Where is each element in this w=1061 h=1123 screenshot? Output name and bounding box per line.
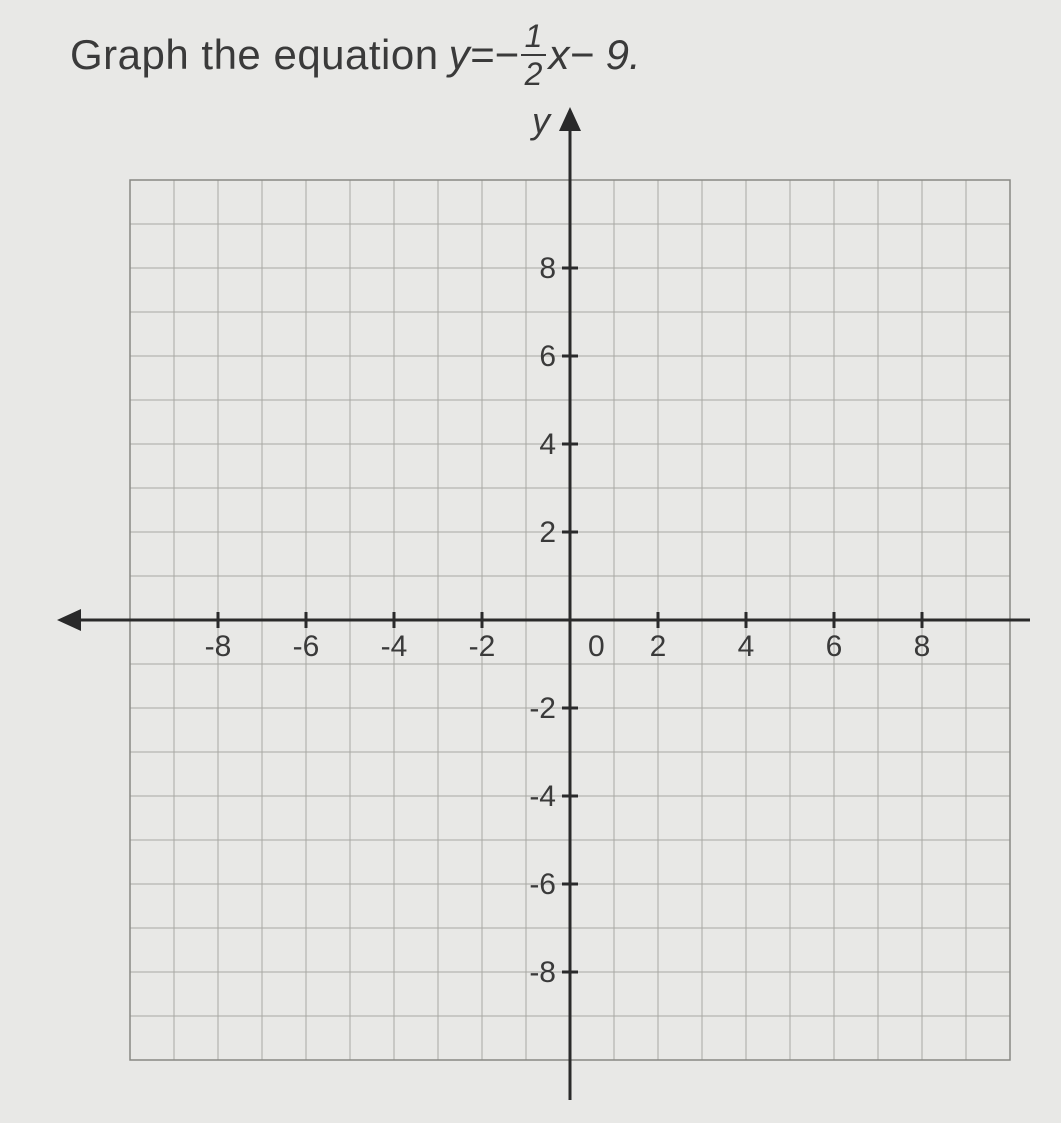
negative-sign: − [494,31,519,79]
denominator: 2 [525,56,543,90]
svg-text:8: 8 [539,252,556,285]
svg-text:0: 0 [588,630,605,663]
numerator: 1 [521,20,547,56]
svg-text:-6: -6 [529,868,556,901]
title-prefix: Graph the equation [70,31,439,79]
equation: y = − 1 2 x − 9. [449,20,641,90]
svg-text:4: 4 [539,428,556,461]
svg-text:2: 2 [539,516,556,549]
svg-text:2: 2 [650,630,667,663]
svg-text:6: 6 [826,630,843,663]
cartesian-grid-chart: -8-6-4-2246802468-2-4-6-8yx [30,100,1030,1100]
svg-text:y: y [529,100,552,141]
svg-text:-6: -6 [293,630,320,663]
svg-text:-2: -2 [529,692,556,725]
x-var: x [548,31,569,79]
grid-svg: -8-6-4-2246802468-2-4-6-8yx [30,100,1030,1100]
equals: = [470,31,495,79]
svg-text:-4: -4 [381,630,408,663]
svg-text:-8: -8 [205,630,232,663]
svg-text:8: 8 [914,630,931,663]
svg-text:6: 6 [539,340,556,373]
fraction: 1 2 [521,20,547,90]
svg-text:-4: -4 [529,780,556,813]
svg-text:-8: -8 [529,956,556,989]
page-title: Graph the equation y = − 1 2 x − 9. [70,20,641,90]
svg-text:4: 4 [738,630,755,663]
svg-text:-2: -2 [469,630,496,663]
constant: − 9. [569,31,640,79]
y-var: y [449,31,470,79]
